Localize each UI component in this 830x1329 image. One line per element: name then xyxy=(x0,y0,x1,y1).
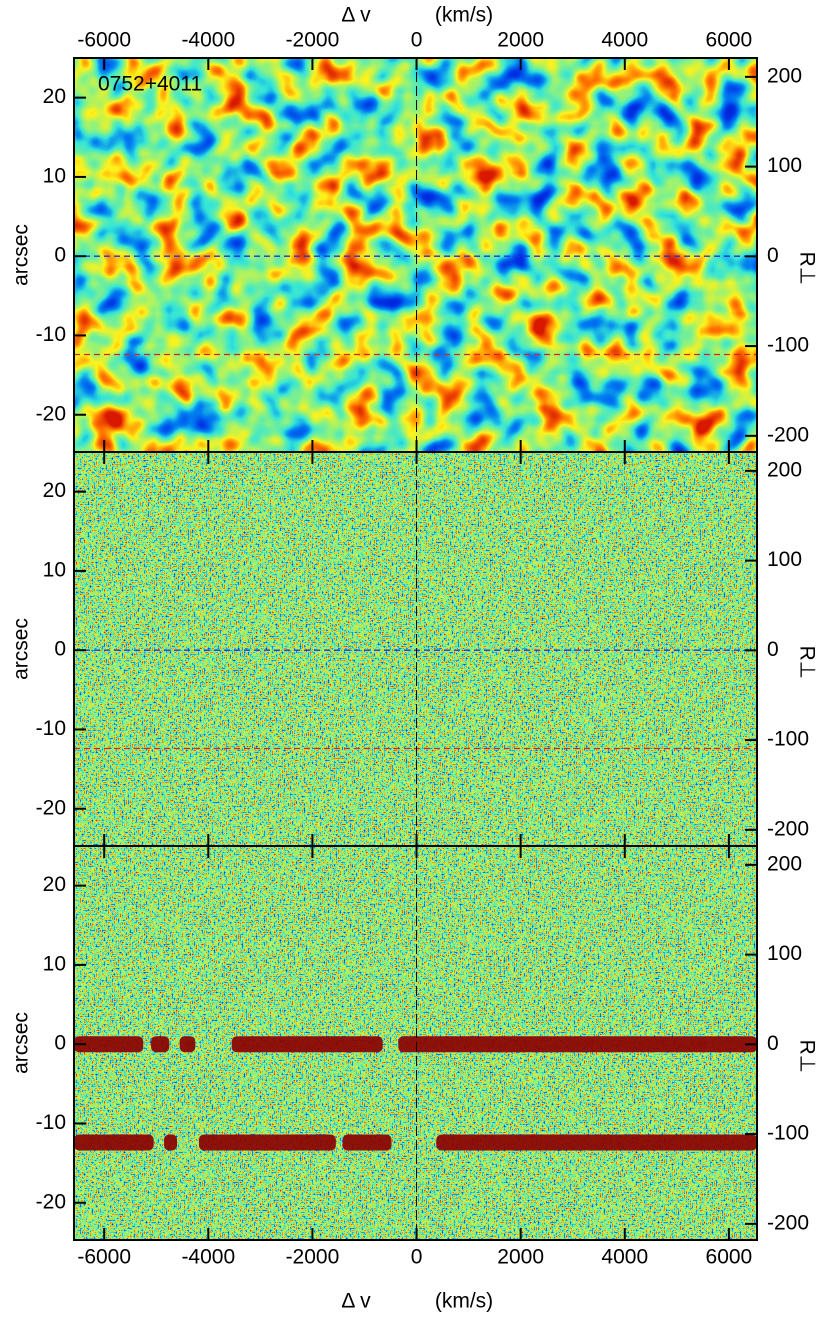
x-axis-unit: (km/s) xyxy=(435,1290,493,1313)
y-tick-label: -20 xyxy=(36,1190,66,1213)
y-tick-label: 10 xyxy=(43,558,66,581)
trace-segment xyxy=(179,1036,196,1053)
panel-frame xyxy=(73,845,758,1241)
y2-tick-label: -100 xyxy=(767,728,809,751)
y-tick-label: 0 xyxy=(54,638,66,661)
x-axis-unit: (km/s) xyxy=(435,4,493,27)
trace-segment xyxy=(342,1134,392,1151)
y2-axis-label: R⊥ xyxy=(795,646,818,679)
y-tick-label: 0 xyxy=(54,244,66,267)
trace-segment xyxy=(151,1036,170,1053)
trace-segment xyxy=(74,1134,154,1151)
panel-label: 0752+4011 xyxy=(98,73,202,96)
x-tick-label: 6000 xyxy=(706,1246,753,1269)
y-tick-label: -10 xyxy=(36,323,66,346)
y-tick-label: 10 xyxy=(43,164,66,187)
y-axis-label: arcsec xyxy=(10,224,33,286)
y-tick-label: -10 xyxy=(36,717,66,740)
y2-tick-label: -200 xyxy=(767,1211,809,1234)
y2-tick-label: 0 xyxy=(767,1032,779,1055)
trace-segment xyxy=(198,1134,336,1151)
y2-tick-label: 200 xyxy=(767,458,802,481)
x-tick-label: -4000 xyxy=(181,1246,235,1269)
y-tick-label: 20 xyxy=(43,85,66,108)
image-map xyxy=(74,58,757,452)
panel: -6000 -4000 -2000 0 2000 4000 6000-20-1001020-… xyxy=(10,845,818,1313)
y-tick-label: -20 xyxy=(36,402,66,425)
y2-tick-label: 100 xyxy=(767,154,802,177)
y-axis-label: arcsec xyxy=(10,618,33,680)
y-tick-label: 20 xyxy=(43,479,66,502)
x-tick-label: -6000 xyxy=(77,29,131,52)
image-map xyxy=(74,452,757,846)
x-axis-label: Δ v xyxy=(341,4,371,27)
x-axis-label: Δ v xyxy=(341,1290,371,1313)
y2-tick-label: 200 xyxy=(767,64,802,87)
trace-segment xyxy=(436,1134,757,1151)
y2-axis-label: R⊥ xyxy=(795,1040,818,1073)
y-tick-label: 10 xyxy=(43,952,66,975)
x-tick-label: 2000 xyxy=(497,1246,544,1269)
y-tick-label: -10 xyxy=(36,1111,66,1134)
y2-tick-label: 200 xyxy=(767,852,802,875)
trace-segment xyxy=(398,1036,757,1053)
x-tick-label: 2000 xyxy=(497,29,544,52)
trace-segment xyxy=(231,1036,383,1053)
trace-segment xyxy=(74,1036,144,1053)
panel: -6000 -4000 -2000 0 2000 4000 6000-20-1001020-… xyxy=(10,4,818,453)
x-tick-label: -2000 xyxy=(286,29,340,52)
x-tick-label: 0 xyxy=(411,29,423,52)
y2-tick-label: -200 xyxy=(767,423,809,446)
y2-tick-label: -200 xyxy=(767,817,809,840)
y-tick-label: 0 xyxy=(54,1032,66,1055)
x-tick-label: 6000 xyxy=(706,29,753,52)
x-tick-label: -6000 xyxy=(77,1246,131,1269)
x-tick-label: -4000 xyxy=(181,29,235,52)
y2-tick-label: 100 xyxy=(767,942,802,965)
y2-tick-label: 0 xyxy=(767,638,779,661)
x-tick-label: 4000 xyxy=(601,29,648,52)
x-tick-label: 0 xyxy=(411,1246,423,1269)
y2-axis-label: R⊥ xyxy=(795,252,818,285)
y2-tick-label: 0 xyxy=(767,244,779,267)
y2-tick-label: -100 xyxy=(767,334,809,357)
y2-tick-label: -100 xyxy=(767,1122,809,1145)
y-axis-label: arcsec xyxy=(10,1012,33,1074)
x-tick-label: 4000 xyxy=(601,1246,648,1269)
y2-tick-label: 100 xyxy=(767,548,802,571)
y-tick-label: 20 xyxy=(43,873,66,896)
x-tick-label: -2000 xyxy=(286,1246,340,1269)
trace-segment xyxy=(164,1134,178,1151)
y-tick-label: -20 xyxy=(36,796,66,819)
